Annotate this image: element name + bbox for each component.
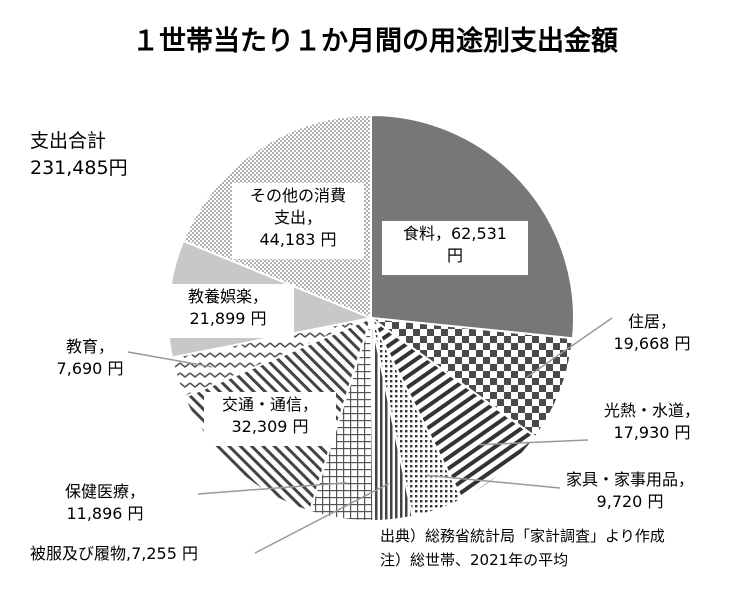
- leader-line-housing: [526, 317, 613, 378]
- leader-lines: [127, 317, 613, 554]
- slice-label-text: 教養娯楽，: [188, 287, 268, 306]
- year-note: 注）総世帯、2021年の平均: [380, 551, 568, 569]
- leader-line-medical: [197, 481, 347, 495]
- source-note: 出典）総務省統計局「家計調査」より作成: [380, 527, 665, 545]
- slice-label-housing: 住居， 19,668 円: [613, 312, 690, 353]
- slice-label-text: 教育，: [66, 337, 114, 356]
- total-label: 支出合計: [30, 130, 106, 152]
- total-value: 231,485円: [30, 157, 128, 179]
- slice-label-text: 円: [447, 246, 463, 265]
- leader-line-education: [127, 351, 213, 368]
- chart-title: １世帯当たり１か月間の用途別支出金額: [132, 25, 618, 57]
- slice-label-text: 交通・通信，: [222, 395, 318, 414]
- label-box: [382, 221, 528, 275]
- slice-label-text: 32,309 円: [231, 417, 308, 436]
- label-box: [162, 284, 294, 338]
- label-box: [204, 392, 336, 446]
- slice-label-text: 支出，: [274, 208, 322, 227]
- slice-label-education: 教育， 7,690 円: [57, 337, 124, 378]
- slice-label-text: 食料，62,531: [403, 224, 507, 243]
- slice-label-clothing: 被服及び履物,7,255 円: [30, 544, 198, 563]
- slice-label-text: 住居，: [628, 312, 676, 331]
- slice-label-text: 44,183 円: [259, 230, 336, 249]
- slice-label-text: 11,896 円: [66, 504, 143, 523]
- label-box: [232, 183, 364, 259]
- slice-label-food: 食料，62,531 円: [382, 221, 528, 275]
- slice-label-text: その他の消費: [250, 186, 346, 205]
- leader-line-clothing: [254, 482, 390, 554]
- slice-label-text: 保健医療，: [65, 482, 145, 501]
- slice-label-text: 17,930 円: [613, 423, 690, 442]
- slice-label-text: 家具・家事用品，: [566, 470, 694, 489]
- slice-label-furniture: 家具・家事用品， 9,720 円: [566, 470, 694, 511]
- slice-labels: 食料，62,531 円住居， 19,668 円光熱・水道， 17,930 円家具・家事…: [30, 183, 700, 563]
- leader-line-utilities: [478, 439, 589, 446]
- slice-label-recreation: 教養娯楽， 21,899 円: [162, 284, 294, 338]
- slice-label-text: 9,720 円: [597, 492, 664, 511]
- slice-label-medical: 保健医療， 11,896 円: [65, 482, 145, 523]
- slice-label-transport: 交通・通信， 32,309 円: [204, 392, 336, 446]
- slice-label-utilities: 光熱・水道， 17,930 円: [604, 401, 700, 442]
- slice-label-text: 7,690 円: [57, 359, 124, 378]
- pie-slice-utilities: [370, 317, 537, 501]
- slice-label-text: 19,668 円: [613, 334, 690, 353]
- leader-line-furniture: [425, 474, 561, 489]
- slice-label-text: 被服及び履物,7,255 円: [30, 544, 198, 563]
- pie-slice-housing: [367, 316, 575, 439]
- slice-label-text: 光熱・水道，: [604, 401, 700, 420]
- slice-label-text: 21,899 円: [189, 309, 266, 328]
